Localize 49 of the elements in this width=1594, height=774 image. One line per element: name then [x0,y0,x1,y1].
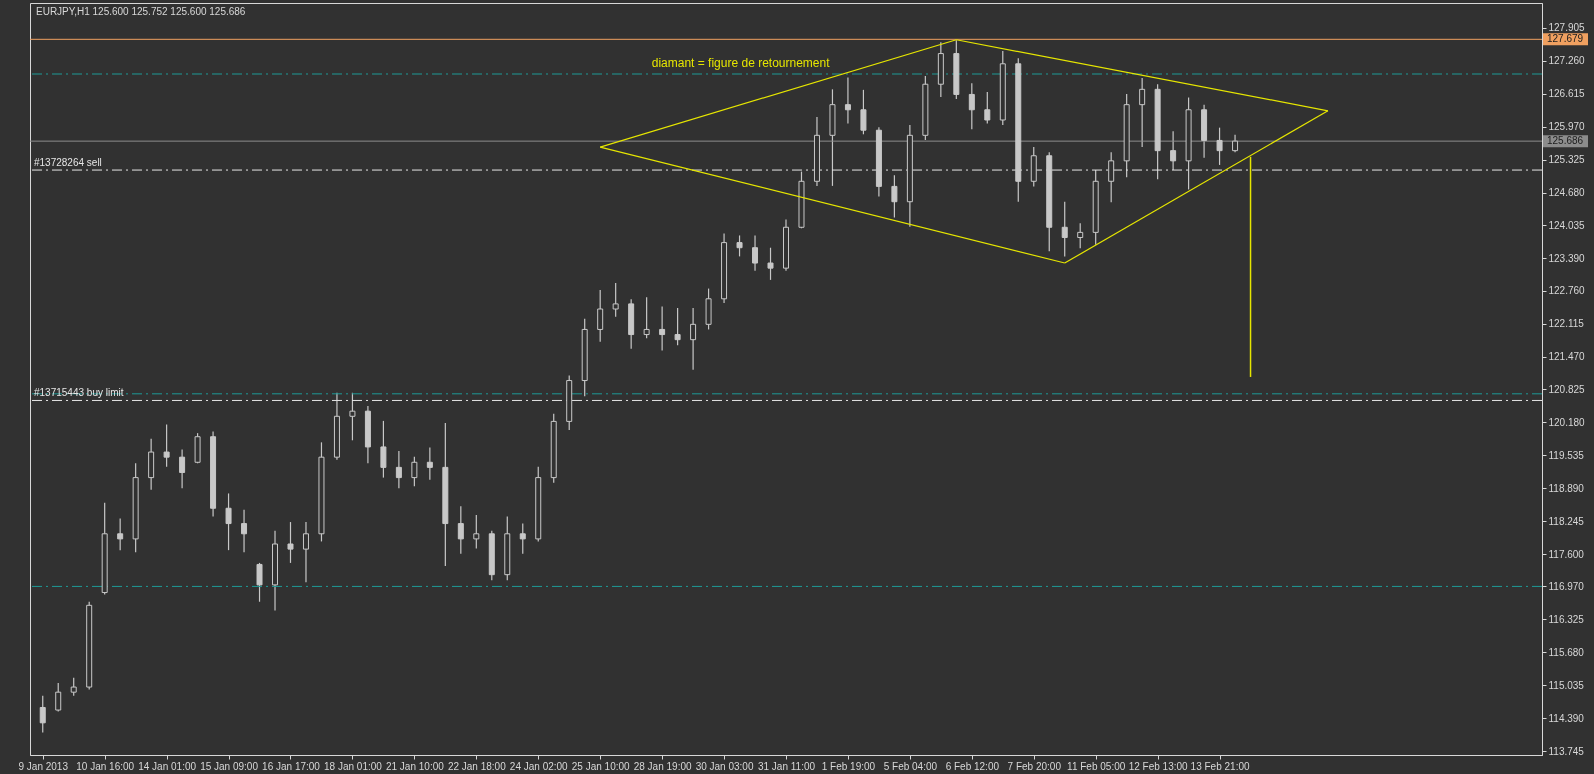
x-tick-label: 28 Jan 19:00 [633,760,692,772]
y-tick-label: 114.390 [1548,712,1585,724]
y-tick-label: 125.325 [1548,154,1586,166]
y-tick-label: 115.680 [1548,646,1585,658]
y-tick-label: 117.600 [1548,548,1585,560]
y-tick-label: 118.245 [1548,515,1585,527]
x-tick-label: 15 Jan 09:00 [200,760,259,772]
y-tick-label: 126.615 [1548,88,1586,100]
y-tick-label: 122.115 [1548,318,1585,330]
ref-line-label: #13715443 buy limit [34,387,124,399]
x-tick-label: 5 Feb 04:00 [883,760,938,772]
y-tick-label: 120.180 [1548,416,1586,428]
y-tick-label: 119.535 [1548,449,1585,461]
ref-line-label: 125.686 [1547,135,1584,147]
x-tick-label: 6 Feb 12:00 [945,760,1000,772]
y-tick-label: 116.325 [1548,613,1585,625]
y-tick-label: 124.035 [1548,219,1586,231]
y-tick-label: 120.825 [1548,383,1586,395]
x-tick-label: 7 Feb 20:00 [1007,760,1062,772]
chart-title: EURJPY,H1 125.600 125.752 125.600 125.686 [36,6,246,17]
x-tick-label: 21 Jan 10:00 [385,760,445,772]
y-tick-label: 127.905 [1548,22,1586,34]
x-tick-label: 10 Jan 16:00 [76,760,135,772]
x-tick-label: 12 Feb 13:00 [1128,760,1189,772]
x-tick-label: 11 Feb 05:00 [1067,760,1126,772]
x-tick-label: 22 Jan 18:00 [447,760,507,772]
ref-line-label: 127.679 [1547,33,1584,45]
x-tick-label: 9 Jan 2013 [18,760,69,772]
y-tick-label: 125.970 [1548,121,1586,133]
y-tick-label: 122.760 [1548,285,1586,297]
y-tick-label: 127.260 [1548,55,1586,67]
x-tick-label: 25 Jan 10:00 [571,760,631,772]
ref-line-label: #13728264 sell [34,157,102,169]
x-tick-label: 13 Feb 21:00 [1190,760,1250,772]
y-tick-label: 115.035 [1548,679,1585,691]
x-tick-label: 1 Feb 19:00 [821,760,876,772]
y-tick-label: 118.890 [1548,482,1585,494]
x-tick-label: 16 Jan 17:00 [262,760,321,772]
x-tick-label: 30 Jan 03:00 [695,760,754,772]
y-tick-label: 113.745 [1548,745,1585,757]
x-tick-label: 24 Jan 02:00 [509,760,569,772]
annotation: diamant = figure de retournement [651,56,831,70]
y-tick-label: 124.680 [1548,187,1586,199]
x-tick-label: 18 Jan 01:00 [324,760,383,772]
y-tick-label: 121.470 [1548,351,1586,363]
y-tick-label: 123.390 [1548,252,1586,264]
x-tick-label: 31 Jan 11:00 [757,760,816,772]
y-tick-label: 116.970 [1548,580,1585,592]
x-tick-label: 14 Jan 01:00 [138,760,197,772]
